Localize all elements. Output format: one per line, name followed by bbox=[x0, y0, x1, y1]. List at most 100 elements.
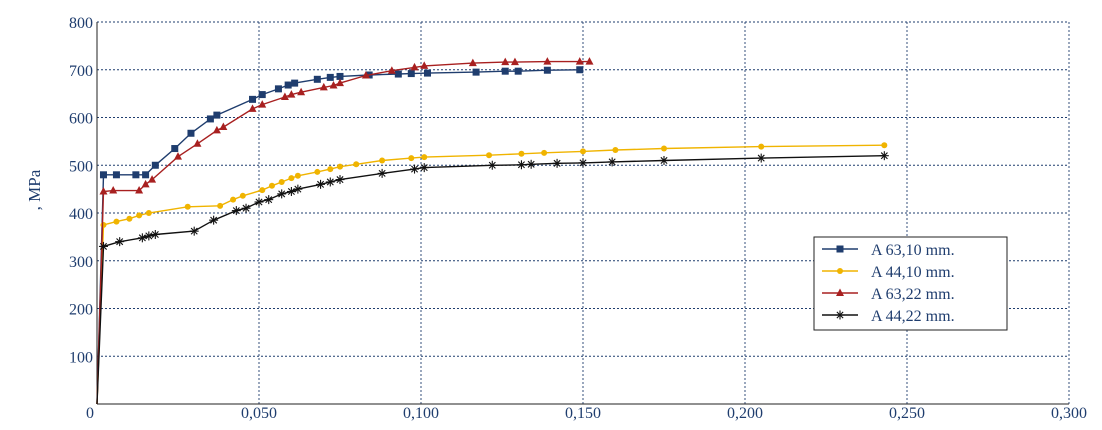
data-point bbox=[280, 92, 289, 100]
data-point bbox=[585, 57, 594, 65]
y-tick-label: 100 bbox=[69, 349, 93, 366]
data-point bbox=[421, 154, 428, 161]
data-point bbox=[316, 179, 326, 189]
data-point bbox=[264, 195, 274, 205]
data-point bbox=[329, 81, 338, 89]
data-point bbox=[835, 310, 845, 320]
data-point bbox=[259, 187, 266, 194]
data-point bbox=[468, 58, 477, 67]
data-point bbox=[337, 163, 343, 170]
data-point bbox=[148, 175, 157, 183]
legend: A 63,10 mm. A 44,10 mm. A 63,22 mm. A 44,22… bbox=[813, 236, 1008, 331]
data-point bbox=[336, 72, 344, 80]
data-point bbox=[249, 95, 257, 103]
data-point bbox=[209, 215, 219, 225]
data-point bbox=[326, 73, 334, 81]
data-point bbox=[231, 206, 241, 216]
data-point bbox=[335, 175, 345, 185]
data-point bbox=[100, 221, 107, 228]
data-point bbox=[99, 171, 107, 179]
data-point bbox=[206, 115, 214, 123]
y-tick-label: 800 bbox=[69, 15, 93, 32]
data-point bbox=[514, 67, 522, 75]
data-point bbox=[137, 233, 147, 243]
legend-item: A 63,22 mm. bbox=[822, 286, 955, 303]
data-point bbox=[241, 203, 251, 213]
legend-label: A 44,22 mm. bbox=[871, 308, 955, 325]
series-4 bbox=[96, 151, 889, 405]
data-point bbox=[293, 184, 303, 194]
data-point bbox=[501, 57, 510, 66]
legend-label: A 63,10 mm. bbox=[871, 242, 955, 259]
data-point bbox=[377, 168, 387, 178]
data-point bbox=[580, 148, 586, 155]
data-point bbox=[410, 164, 420, 174]
data-point bbox=[219, 122, 228, 131]
series-1 bbox=[96, 66, 584, 405]
data-point bbox=[142, 171, 150, 179]
data-point bbox=[150, 229, 160, 239]
x-tick-label: 0 bbox=[86, 405, 94, 422]
data-point bbox=[254, 197, 264, 207]
x-tick-label: 0,250 bbox=[889, 405, 925, 422]
series-line bbox=[96, 155, 885, 405]
data-point bbox=[501, 67, 509, 75]
data-point bbox=[379, 157, 386, 164]
data-point bbox=[575, 57, 584, 65]
data-point bbox=[230, 196, 237, 203]
data-point bbox=[98, 241, 108, 251]
y-tick-label: 700 bbox=[69, 63, 93, 80]
series-layer bbox=[96, 57, 889, 405]
x-tick-label: 0,300 bbox=[1051, 405, 1087, 422]
data-point bbox=[286, 187, 296, 197]
data-point bbox=[836, 245, 844, 253]
data-point bbox=[486, 152, 493, 159]
data-point bbox=[361, 70, 370, 79]
data-point bbox=[541, 149, 548, 156]
data-point bbox=[212, 125, 221, 134]
data-point bbox=[109, 186, 118, 194]
legend-item: A 63,10 mm. bbox=[822, 242, 955, 259]
data-point bbox=[314, 168, 321, 175]
data-point bbox=[126, 215, 133, 222]
y-tick-label: 200 bbox=[69, 302, 93, 319]
data-point bbox=[756, 153, 766, 163]
data-point bbox=[543, 57, 552, 65]
data-point bbox=[287, 90, 296, 98]
data-point bbox=[325, 177, 335, 187]
y-axis-label: , MPa bbox=[25, 169, 44, 210]
data-point bbox=[518, 150, 525, 157]
data-point bbox=[284, 81, 292, 89]
data-point bbox=[487, 160, 497, 170]
data-point bbox=[423, 69, 431, 77]
data-point bbox=[288, 175, 295, 182]
data-point bbox=[113, 218, 120, 225]
data-point bbox=[274, 85, 282, 93]
data-point bbox=[213, 111, 221, 119]
data-point bbox=[294, 172, 301, 179]
data-point bbox=[141, 179, 150, 188]
data-point bbox=[99, 187, 108, 195]
data-point bbox=[836, 288, 844, 296]
data-point bbox=[607, 157, 617, 167]
data-point bbox=[151, 161, 159, 169]
data-point bbox=[248, 104, 257, 112]
data-point bbox=[144, 231, 154, 241]
data-point bbox=[407, 70, 415, 78]
data-point bbox=[136, 212, 143, 219]
legend-label: A 63,22 mm. bbox=[871, 286, 955, 303]
data-point bbox=[837, 268, 843, 274]
x-tick-label: 0,150 bbox=[565, 405, 601, 422]
data-point bbox=[472, 68, 480, 76]
data-point bbox=[258, 100, 267, 108]
data-point bbox=[576, 66, 584, 74]
x-tick-label: 0,050 bbox=[241, 405, 277, 422]
data-point bbox=[187, 129, 195, 137]
data-point bbox=[336, 78, 344, 87]
y-tick-label: 500 bbox=[69, 158, 93, 175]
data-point bbox=[659, 155, 669, 165]
data-point bbox=[578, 158, 588, 168]
data-point bbox=[115, 237, 125, 247]
data-point bbox=[387, 66, 396, 74]
legend-item: A 44,10 mm. bbox=[822, 264, 955, 281]
